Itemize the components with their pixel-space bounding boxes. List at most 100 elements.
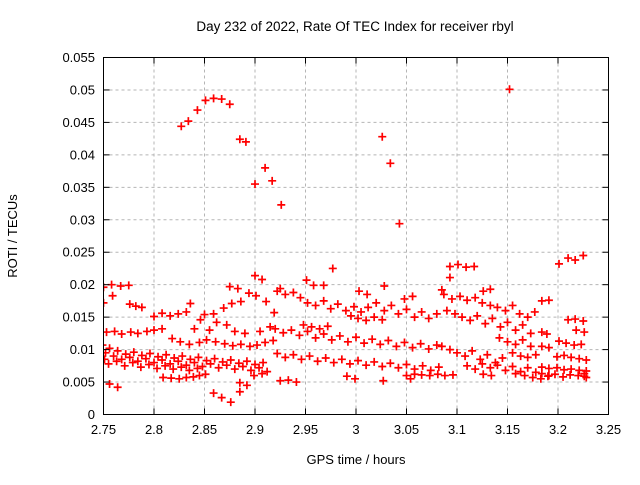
data-point xyxy=(555,337,564,346)
data-point xyxy=(158,309,167,318)
data-point xyxy=(387,301,396,310)
data-point xyxy=(222,361,231,370)
data-point xyxy=(454,260,463,269)
data-point xyxy=(245,342,254,351)
data-point xyxy=(479,370,488,379)
data-point xyxy=(104,359,113,368)
data-point xyxy=(580,328,589,337)
data-point xyxy=(537,369,546,378)
data-point xyxy=(128,358,137,367)
data-point xyxy=(439,290,448,299)
data-point xyxy=(201,96,210,105)
data-point xyxy=(105,379,114,388)
data-point xyxy=(261,163,270,172)
data-point xyxy=(384,336,393,345)
data-point xyxy=(230,365,239,374)
x-tick-label: 3.1 xyxy=(448,422,466,437)
data-point xyxy=(273,349,282,358)
data-point xyxy=(402,360,411,369)
data-point xyxy=(252,291,261,300)
data-point xyxy=(511,369,520,378)
data-point xyxy=(158,355,167,364)
data-point xyxy=(333,300,342,309)
data-point xyxy=(129,348,138,357)
data-point xyxy=(479,287,488,296)
data-point xyxy=(463,361,472,370)
data-point xyxy=(564,254,573,263)
y-tick-label: 0.035 xyxy=(62,180,95,195)
data-point xyxy=(570,341,579,350)
data-point xyxy=(262,297,271,306)
data-point xyxy=(309,281,318,290)
data-point xyxy=(311,301,320,310)
data-point xyxy=(225,100,234,109)
data-point xyxy=(354,356,363,365)
data-point xyxy=(386,159,395,168)
data-point xyxy=(185,366,194,375)
data-point xyxy=(268,176,277,185)
data-point xyxy=(185,340,194,349)
data-point xyxy=(378,315,387,324)
data-point xyxy=(295,331,304,340)
data-point xyxy=(299,320,308,329)
data-point xyxy=(577,340,586,349)
y-tick-label: 0.025 xyxy=(62,245,95,260)
data-point xyxy=(168,334,177,343)
data-point xyxy=(154,352,163,361)
data-point xyxy=(542,330,551,339)
data-point xyxy=(103,348,110,357)
data-point xyxy=(219,304,228,313)
data-point xyxy=(234,359,243,368)
x-tick-label: 3.05 xyxy=(394,422,419,437)
data-point xyxy=(362,316,371,325)
data-point xyxy=(289,350,298,359)
data-point xyxy=(251,360,259,369)
data-point xyxy=(362,361,371,370)
data-point xyxy=(120,361,129,370)
data-point xyxy=(113,383,122,392)
data-point xyxy=(190,358,199,367)
x-axis-label: GPS time / hours xyxy=(307,452,406,467)
data-point xyxy=(269,336,278,345)
data-point xyxy=(182,307,191,316)
data-point xyxy=(175,374,184,383)
chart-title: Day 232 of 2022, Rate Of TEC Index for r… xyxy=(196,19,513,34)
data-point xyxy=(463,296,472,305)
data-point xyxy=(437,342,446,351)
data-point xyxy=(501,366,510,375)
data-point xyxy=(560,351,569,360)
data-point xyxy=(461,352,470,361)
data-points xyxy=(103,85,591,407)
data-point xyxy=(246,366,255,375)
data-point xyxy=(277,200,286,209)
data-point xyxy=(508,362,517,371)
data-point xyxy=(447,294,456,303)
data-point xyxy=(323,322,332,331)
data-point xyxy=(567,353,576,362)
data-point xyxy=(131,302,140,311)
data-point xyxy=(166,359,175,368)
data-point xyxy=(205,326,214,335)
data-point xyxy=(253,341,262,350)
data-point xyxy=(523,313,532,322)
data-point xyxy=(289,288,298,297)
data-point xyxy=(182,361,191,370)
data-point xyxy=(125,300,134,309)
data-point xyxy=(230,327,239,336)
data-point xyxy=(544,371,553,380)
plot-border xyxy=(103,57,609,415)
data-point xyxy=(364,303,373,312)
data-point xyxy=(218,357,227,366)
data-point xyxy=(145,349,154,358)
data-point xyxy=(211,337,220,346)
data-point xyxy=(473,311,482,320)
data-point xyxy=(287,326,296,335)
data-point xyxy=(432,309,441,318)
data-point xyxy=(233,284,242,293)
data-point xyxy=(424,314,433,323)
data-point xyxy=(349,302,358,311)
data-point xyxy=(184,117,193,126)
x-tick-label: 3.15 xyxy=(495,422,520,437)
data-point xyxy=(126,328,135,337)
data-point xyxy=(370,357,379,366)
